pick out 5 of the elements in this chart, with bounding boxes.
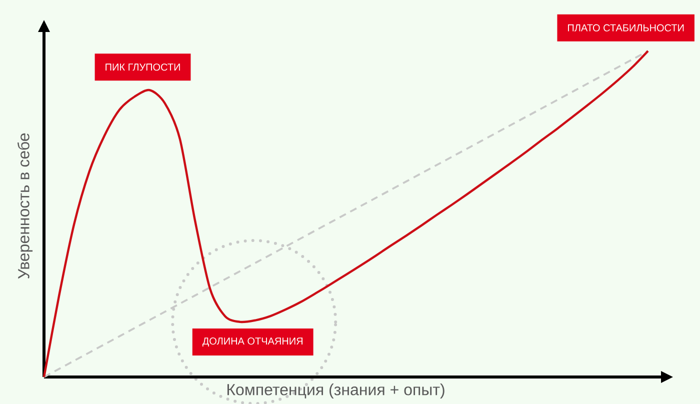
annotation: ПИК ГЛУПОСТИ <box>106 64 180 71</box>
x-axis-title: Компетенция (знания + опыт) <box>227 384 444 398</box>
y-axis-title: Уверенность в себе <box>17 133 33 279</box>
annotation: ДОЛИНА ОТЧАЯНИЯ <box>202 338 302 347</box>
text: ПЛАТО СТАБИЛЬНОСТИ <box>568 24 684 32</box>
